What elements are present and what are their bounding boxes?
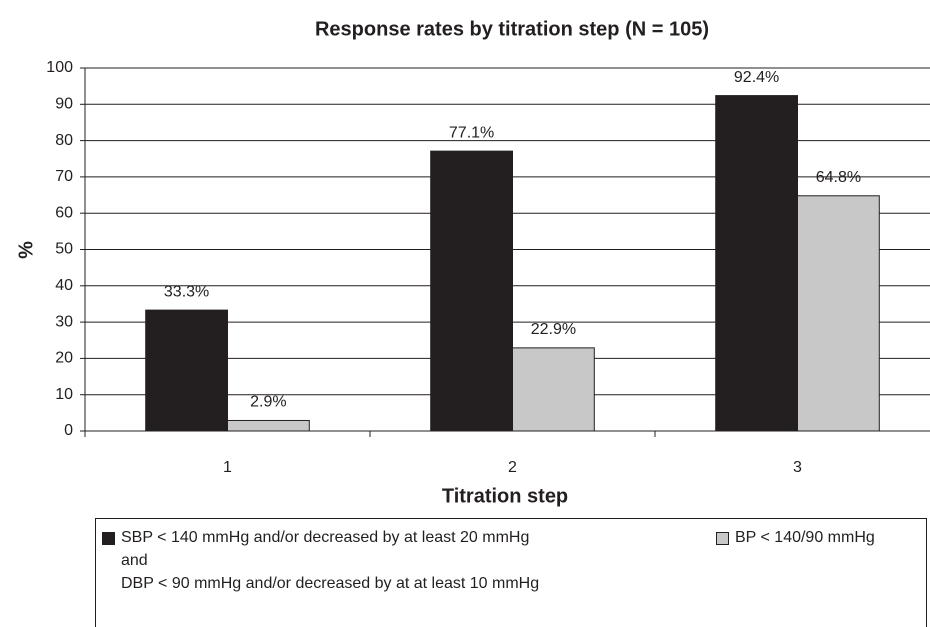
legend-item: SBP < 140 mmHg and/or decreased by at le… (102, 529, 539, 595)
legend: SBP < 140 mmHg and/or decreased by at le… (95, 518, 927, 627)
legend-label: BP < 140/90 mmHg (735, 529, 875, 546)
bar (512, 347, 595, 432)
y-tick-label: 30 (55, 313, 73, 330)
y-tick-label: 60 (55, 204, 73, 221)
y-tick-label: 50 (55, 241, 73, 258)
y-axis-title: % (15, 241, 37, 259)
value-label: 64.8% (816, 169, 861, 186)
y-tick-label: 100 (46, 59, 73, 76)
y-tick-label: 80 (55, 132, 73, 149)
y-tick-label: 10 (55, 386, 73, 403)
y-tick-label: 40 (55, 277, 73, 294)
y-tick-label: 90 (55, 96, 73, 113)
bar (430, 150, 513, 432)
legend-swatch (716, 532, 729, 545)
bar (145, 309, 228, 432)
legend-item: BP < 140/90 mmHg (716, 529, 875, 549)
value-label: 33.3% (164, 283, 209, 300)
y-tick-label: 0 (64, 422, 73, 439)
value-label: 2.9% (250, 394, 286, 411)
bar (715, 95, 799, 432)
legend-label: SBP < 140 mmHg and/or decreased by at le… (121, 529, 540, 592)
bar (797, 195, 880, 432)
x-tick-label: 1 (223, 459, 232, 476)
value-label: 92.4% (734, 69, 779, 86)
x-tick-label: 2 (508, 459, 517, 476)
y-tick-label: 70 (55, 168, 73, 185)
value-label: 22.9% (531, 321, 576, 338)
bar (227, 419, 310, 432)
x-tick-label: 3 (793, 459, 802, 476)
legend-swatch (102, 532, 115, 545)
x-axis-title: Titration step (442, 485, 568, 507)
y-tick-label: 20 (55, 350, 73, 367)
chart-title: Response rates by titration step (N = 10… (315, 18, 709, 40)
value-label: 77.1% (449, 124, 494, 141)
